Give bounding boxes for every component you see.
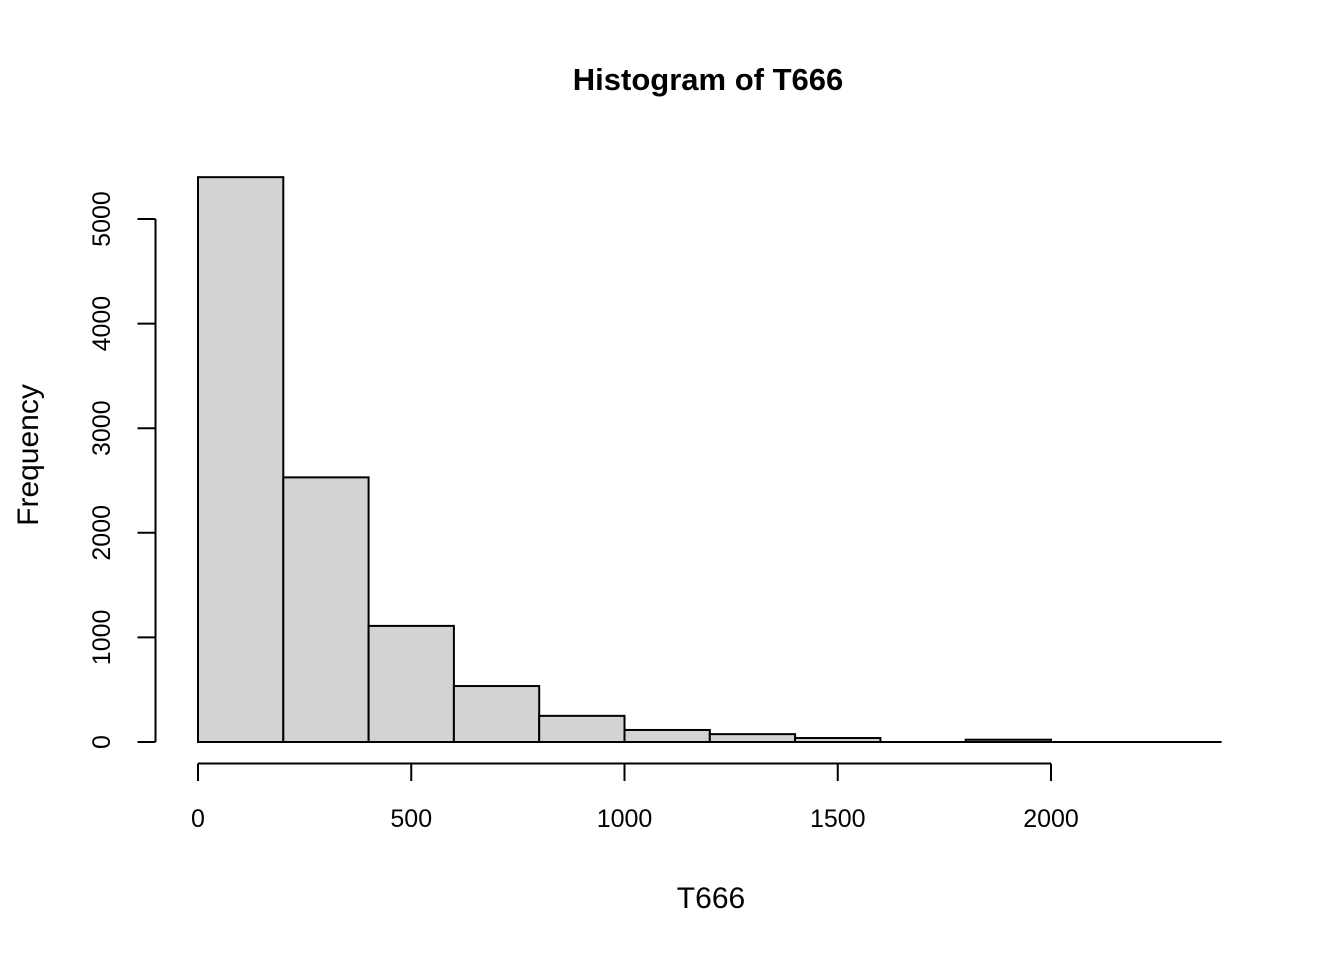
- y-tick-label: 2000: [88, 505, 116, 561]
- x-tick-label: 500: [390, 805, 432, 833]
- x-tick-label: 0: [191, 805, 205, 833]
- y-tick-label: 4000: [88, 296, 116, 352]
- histogram-bar: [197, 176, 285, 744]
- histogram-bar: [623, 728, 711, 744]
- x-tick-label: 2000: [1023, 805, 1079, 833]
- y-tick-label: 1000: [88, 610, 116, 666]
- x-axis: 0 500 1000 1500 2000: [191, 762, 1079, 833]
- histogram-bar: [367, 624, 455, 743]
- histogram-bar: [708, 733, 797, 744]
- histogram-bar: [282, 476, 370, 743]
- histogram-bars: [197, 176, 1222, 744]
- x-tick-label: 1500: [810, 805, 866, 833]
- y-axis: 0 1000 2000 3000 4000 5000: [88, 191, 157, 749]
- x-tick-label: 1000: [597, 805, 653, 833]
- x-axis-title: T666: [676, 882, 746, 915]
- histogram-bar: [452, 685, 541, 743]
- y-tick-label: 0: [88, 735, 116, 749]
- chart-title: Histogram of T666: [572, 62, 844, 97]
- y-tick-label: 5000: [88, 191, 116, 247]
- y-tick-label: 3000: [88, 400, 116, 456]
- histogram-bar: [538, 714, 626, 743]
